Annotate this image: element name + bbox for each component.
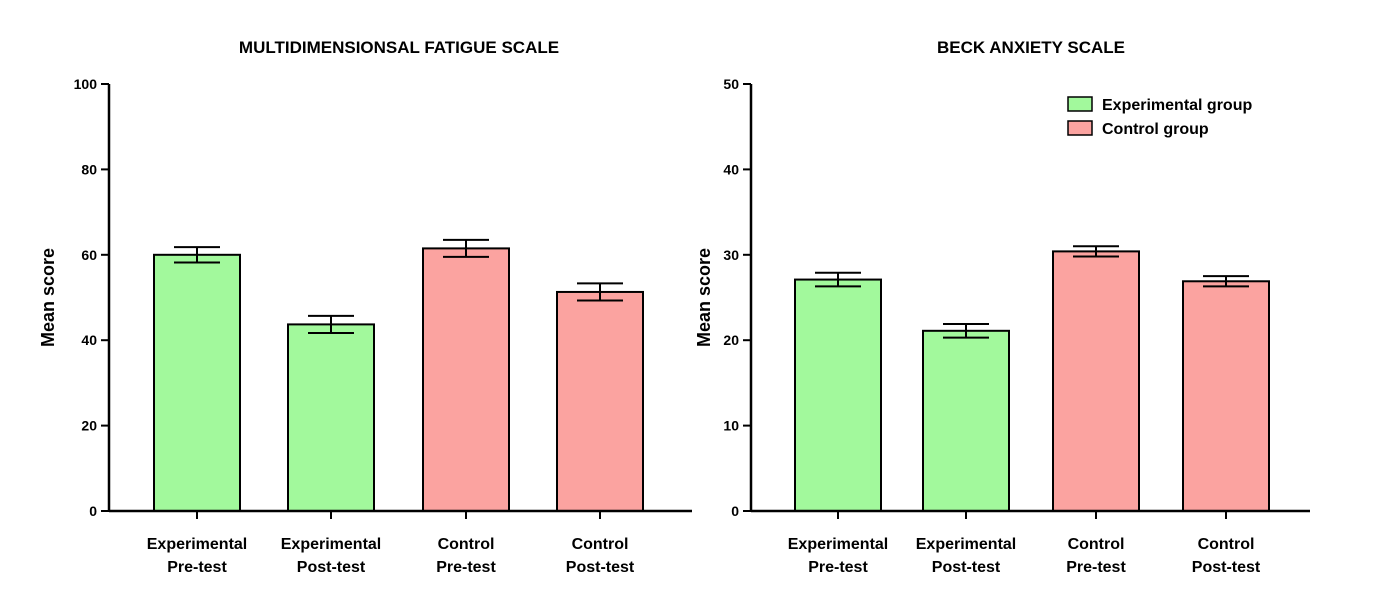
y-tick-label: 20 — [81, 418, 97, 434]
y-tick-label: 50 — [723, 76, 739, 92]
x-tick-label: Pre-test — [808, 559, 868, 576]
bar — [287, 323, 375, 512]
x-tick-label: Pre-test — [167, 559, 227, 576]
y-tick-label: 0 — [731, 503, 739, 519]
legend-label-experimental: Experimental group — [1102, 97, 1252, 114]
y-tick-label: 20 — [723, 332, 739, 348]
legend-swatch-control — [1067, 120, 1093, 136]
x-tick-label: Control — [438, 536, 495, 553]
legend-swatch-experimental — [1067, 96, 1093, 112]
y-tick-label: 40 — [81, 332, 97, 348]
bar — [794, 278, 882, 513]
y-tick-label: 100 — [74, 76, 98, 92]
legend: Experimental group Control group — [1067, 96, 1252, 138]
x-tick-label: Control — [572, 536, 629, 553]
x-tick-label: Post-test — [566, 559, 635, 576]
y-axis-label: Mean score — [38, 248, 58, 347]
bar — [422, 247, 510, 513]
y-axis-label: Mean score — [694, 248, 714, 347]
fatigue-chart: MULTIDIMENSIONSAL FATIGUE SCALE Mean scor… — [38, 38, 692, 576]
y-tick-label: 60 — [81, 247, 97, 263]
legend-label-control: Control group — [1102, 121, 1209, 138]
x-tick-label: Control — [1198, 536, 1255, 553]
x-tick-label: Pre-test — [1066, 559, 1126, 576]
x-tick-label: Experimental — [916, 536, 1016, 553]
anxiety-chart: BECK ANXIETY SCALE Mean score 0 10 20 30 40 50 E… — [694, 38, 1310, 576]
y-tick-label: 10 — [723, 418, 739, 434]
y-tick-label: 0 — [89, 503, 97, 519]
bar — [556, 290, 644, 512]
bar — [153, 253, 241, 513]
chart-title: BECK ANXIETY SCALE — [937, 38, 1125, 57]
x-tick-label: Post-test — [1192, 559, 1261, 576]
x-tick-label: Pre-test — [436, 559, 496, 576]
x-tick-label: Experimental — [788, 536, 888, 553]
bar — [1182, 280, 1270, 512]
x-tick-label: Control — [1068, 536, 1125, 553]
y-tick-label: 80 — [81, 161, 97, 177]
bar — [922, 329, 1010, 512]
x-tick-label: Experimental — [147, 536, 247, 553]
y-tick-label: 40 — [723, 161, 739, 177]
x-tick-label: Post-test — [297, 559, 366, 576]
x-tick-label: Post-test — [932, 559, 1001, 576]
y-tick-label: 30 — [723, 247, 739, 263]
chart-title: MULTIDIMENSIONSAL FATIGUE SCALE — [239, 38, 559, 57]
x-tick-label: Experimental — [281, 536, 381, 553]
bar — [1052, 250, 1140, 512]
